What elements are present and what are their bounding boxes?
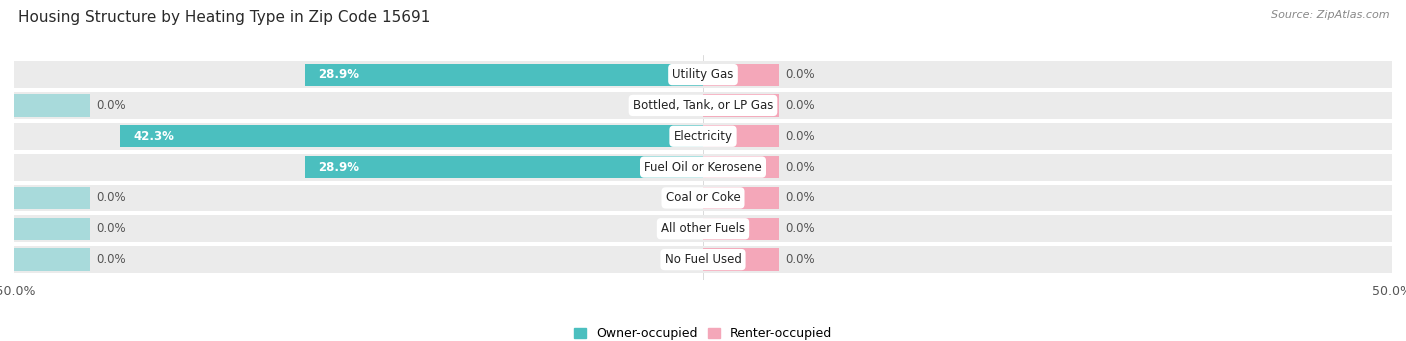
Text: 0.0%: 0.0% — [786, 130, 815, 143]
Bar — [14, 249, 90, 271]
Bar — [305, 63, 703, 86]
Text: Bottled, Tank, or LP Gas: Bottled, Tank, or LP Gas — [633, 99, 773, 112]
Text: 0.0%: 0.0% — [786, 191, 815, 204]
Text: Utility Gas: Utility Gas — [672, 68, 734, 81]
Text: 0.0%: 0.0% — [97, 191, 127, 204]
Bar — [703, 63, 779, 86]
Text: 0.0%: 0.0% — [97, 99, 127, 112]
Text: 0.0%: 0.0% — [786, 253, 815, 266]
Text: All other Fuels: All other Fuels — [661, 222, 745, 235]
Bar — [703, 218, 779, 240]
Bar — [14, 218, 90, 240]
Bar — [14, 246, 1392, 273]
Bar — [703, 249, 779, 271]
Bar — [703, 94, 779, 117]
Bar — [14, 61, 1392, 88]
Legend: Owner-occupied, Renter-occupied: Owner-occupied, Renter-occupied — [568, 322, 838, 341]
Bar — [14, 123, 1392, 150]
Bar — [120, 125, 703, 147]
Bar — [703, 156, 779, 178]
Text: Fuel Oil or Kerosene: Fuel Oil or Kerosene — [644, 161, 762, 174]
Text: 0.0%: 0.0% — [786, 222, 815, 235]
Text: 0.0%: 0.0% — [97, 253, 127, 266]
Bar — [14, 92, 1392, 119]
Text: Housing Structure by Heating Type in Zip Code 15691: Housing Structure by Heating Type in Zip… — [18, 10, 430, 25]
Text: No Fuel Used: No Fuel Used — [665, 253, 741, 266]
Text: 0.0%: 0.0% — [786, 161, 815, 174]
Text: 0.0%: 0.0% — [97, 222, 127, 235]
Bar — [14, 187, 90, 209]
Text: 28.9%: 28.9% — [319, 161, 360, 174]
Text: Coal or Coke: Coal or Coke — [665, 191, 741, 204]
Text: 42.3%: 42.3% — [134, 130, 174, 143]
Text: 28.9%: 28.9% — [319, 68, 360, 81]
Bar — [14, 154, 1392, 180]
Text: Source: ZipAtlas.com: Source: ZipAtlas.com — [1271, 10, 1389, 20]
Text: 0.0%: 0.0% — [786, 99, 815, 112]
Bar — [703, 125, 779, 147]
Text: Electricity: Electricity — [673, 130, 733, 143]
Bar — [703, 187, 779, 209]
Bar — [14, 184, 1392, 211]
Bar — [14, 215, 1392, 242]
Bar — [14, 94, 90, 117]
Bar — [305, 156, 703, 178]
Text: 0.0%: 0.0% — [786, 68, 815, 81]
